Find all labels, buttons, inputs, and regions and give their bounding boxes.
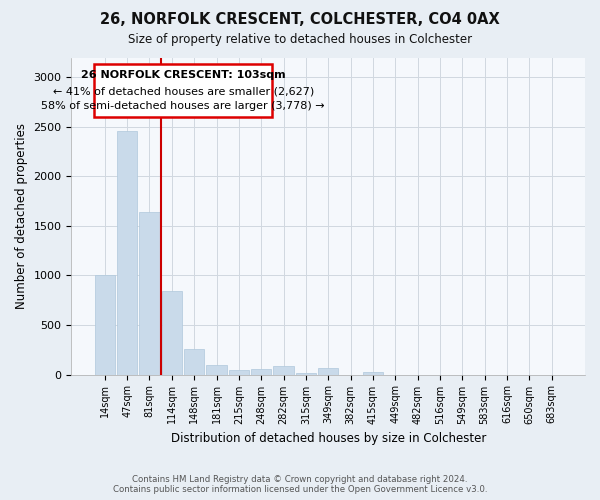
- Bar: [274, 366, 293, 374]
- Bar: [162, 292, 182, 374]
- Bar: [296, 373, 316, 374]
- FancyBboxPatch shape: [94, 64, 272, 117]
- Bar: [184, 349, 204, 374]
- Bar: [206, 364, 227, 374]
- X-axis label: Distribution of detached houses by size in Colchester: Distribution of detached houses by size …: [170, 432, 486, 445]
- Bar: [139, 212, 160, 374]
- Text: Contains HM Land Registry data © Crown copyright and database right 2024.
Contai: Contains HM Land Registry data © Crown c…: [113, 474, 487, 494]
- Bar: [318, 368, 338, 374]
- Bar: [251, 368, 271, 374]
- Bar: [117, 131, 137, 374]
- Bar: [229, 370, 249, 374]
- Bar: [363, 372, 383, 374]
- Text: 26 NORFOLK CRESCENT: 103sqm: 26 NORFOLK CRESCENT: 103sqm: [81, 70, 286, 81]
- Text: Size of property relative to detached houses in Colchester: Size of property relative to detached ho…: [128, 32, 472, 46]
- Bar: [95, 276, 115, 374]
- Text: 26, NORFOLK CRESCENT, COLCHESTER, CO4 0AX: 26, NORFOLK CRESCENT, COLCHESTER, CO4 0A…: [100, 12, 500, 28]
- Text: 58% of semi-detached houses are larger (3,778) →: 58% of semi-detached houses are larger (…: [41, 101, 325, 111]
- Text: ← 41% of detached houses are smaller (2,627): ← 41% of detached houses are smaller (2,…: [53, 86, 314, 96]
- Y-axis label: Number of detached properties: Number of detached properties: [15, 123, 28, 309]
